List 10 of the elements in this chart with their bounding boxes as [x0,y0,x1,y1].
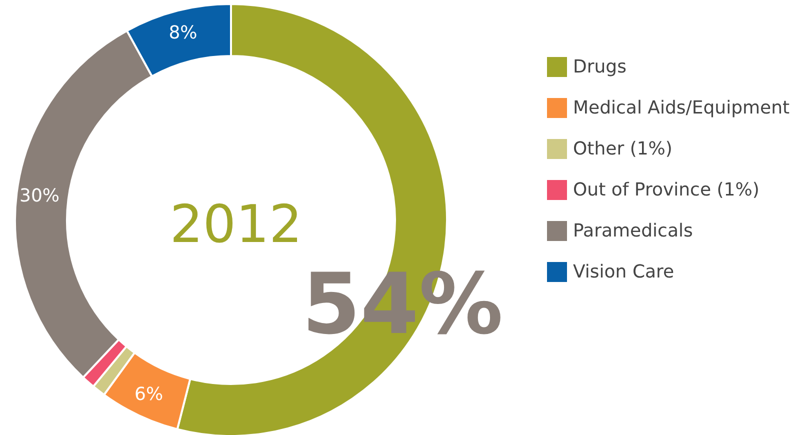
legend-label: Drugs [573,56,626,78]
legend-label: Paramedicals [573,220,693,242]
legend-label: Medical Aids/Equipment [573,98,790,118]
text: 2012 [170,195,302,255]
data-label: 6% [134,384,164,406]
data-label: 8% [168,22,198,44]
legend-label: Out of Province (1%) [573,180,760,200]
legend-label: Vision Care [573,262,674,282]
legend-label: Other (1%) [573,138,672,160]
data-label: 30% [20,185,60,206]
